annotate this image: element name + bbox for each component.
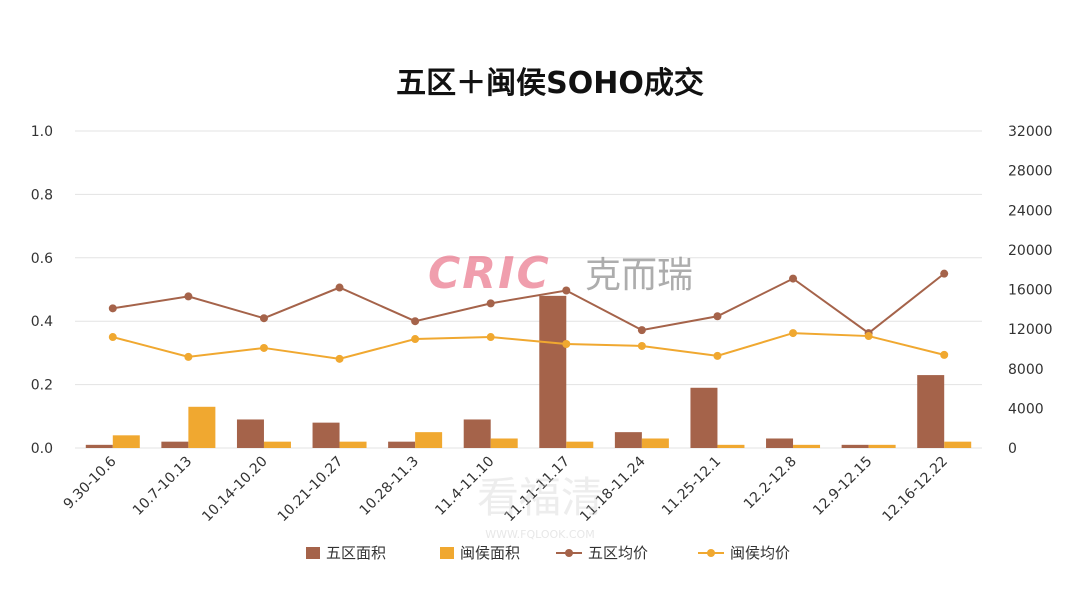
line-point bbox=[335, 283, 344, 292]
gridlines bbox=[75, 130, 982, 449]
line-point bbox=[713, 312, 722, 321]
line-point bbox=[411, 335, 420, 344]
cric-logo-text: CRIC bbox=[428, 248, 551, 299]
line-point bbox=[486, 299, 495, 308]
x-tick-label: 10.28-11.3 bbox=[357, 454, 422, 519]
x-tick-label: 10.21-10.27 bbox=[275, 454, 347, 526]
bar bbox=[944, 441, 972, 448]
bar bbox=[614, 432, 642, 448]
legend-label: 五区均价 bbox=[588, 544, 648, 562]
bar bbox=[388, 441, 416, 448]
bar bbox=[490, 438, 518, 448]
line-point bbox=[108, 304, 117, 313]
left-tick-label: 0.6 bbox=[31, 251, 53, 267]
bar bbox=[415, 432, 443, 448]
x-tick-label: 11.25-12.1 bbox=[659, 454, 724, 519]
line-point bbox=[940, 269, 949, 278]
bar bbox=[539, 295, 567, 448]
line-point bbox=[637, 341, 646, 350]
line-point bbox=[335, 354, 344, 363]
bar-series bbox=[85, 295, 972, 448]
x-tick-label: 12.2-12.8 bbox=[741, 454, 800, 513]
bar bbox=[161, 441, 189, 448]
right-tick-label: 16000 bbox=[1008, 283, 1053, 299]
line-series-path bbox=[112, 332, 945, 360]
line-series bbox=[108, 269, 949, 363]
right-tick-label: 0 bbox=[1008, 441, 1017, 457]
line-point bbox=[108, 333, 117, 342]
right-tick-label: 24000 bbox=[1008, 203, 1053, 219]
bar bbox=[312, 422, 340, 448]
line-point bbox=[562, 339, 571, 348]
chart-title: 五区＋闽侯SOHO成交 bbox=[396, 66, 704, 101]
legend-label: 五区面积 bbox=[326, 544, 386, 562]
left-tick-label: 1.0 bbox=[31, 124, 53, 140]
site-watermark: 看福清 WWW.FQLOOK.COM bbox=[477, 473, 603, 541]
line-point bbox=[637, 326, 646, 335]
x-tick-label: 9.30-10.6 bbox=[61, 453, 120, 512]
left-tick-label: 0.4 bbox=[31, 314, 53, 330]
line-point bbox=[713, 351, 722, 360]
bar bbox=[188, 406, 216, 448]
x-tick-label: 10.7-10.13 bbox=[130, 454, 195, 519]
legend-marker bbox=[565, 549, 573, 557]
line-point bbox=[259, 314, 268, 323]
line-point bbox=[486, 333, 495, 342]
right-tick-label: 32000 bbox=[1008, 124, 1053, 140]
x-tick-label: 12.16-12.22 bbox=[879, 454, 951, 526]
line-point bbox=[184, 352, 193, 361]
bar bbox=[717, 444, 745, 448]
bar bbox=[793, 444, 821, 448]
legend-swatch bbox=[306, 547, 320, 559]
bar bbox=[641, 438, 669, 448]
line-point bbox=[940, 350, 949, 359]
line-point bbox=[259, 343, 268, 352]
cric-logo-cn: 克而瑞 bbox=[585, 255, 693, 296]
site-watermark-url: WWW.FQLOOK.COM bbox=[485, 528, 594, 541]
line-point bbox=[184, 292, 193, 301]
x-tick-label: 10.14-10.20 bbox=[199, 454, 271, 526]
bar bbox=[263, 441, 291, 448]
legend: 五区面积 闽侯面积 五区均价 闽侯均价 bbox=[306, 544, 790, 562]
site-watermark-cn: 看福清 bbox=[477, 473, 603, 522]
x-tick-label: 12.9-12.15 bbox=[810, 454, 875, 519]
legend-marker bbox=[707, 549, 715, 557]
left-tick-label: 0.2 bbox=[31, 378, 53, 394]
legend-label: 闽侯面积 bbox=[460, 544, 520, 562]
line-point bbox=[789, 274, 798, 283]
line-point bbox=[864, 332, 873, 341]
line-point bbox=[789, 329, 798, 338]
line-series-path bbox=[112, 272, 945, 335]
bar bbox=[766, 438, 794, 448]
legend-swatch bbox=[440, 547, 454, 559]
right-tick-label: 12000 bbox=[1008, 322, 1053, 338]
bar bbox=[566, 441, 594, 448]
bar bbox=[868, 444, 896, 448]
line-point bbox=[411, 317, 420, 326]
bar bbox=[463, 419, 491, 448]
right-tick-label: 4000 bbox=[1008, 401, 1044, 417]
right-axis: 0 4000 8000 12000 16000 20000 24000 28000 32000 bbox=[1008, 124, 1053, 457]
bar bbox=[85, 444, 113, 448]
legend-label: 闽侯均价 bbox=[730, 544, 790, 562]
cric-watermark: CRIC 克而瑞 bbox=[428, 248, 693, 299]
right-tick-label: 28000 bbox=[1008, 164, 1053, 180]
left-axis: 0.0 0.2 0.4 0.6 0.8 1.0 bbox=[31, 124, 53, 457]
line-point bbox=[562, 286, 571, 295]
left-tick-label: 0.8 bbox=[31, 187, 53, 203]
bar bbox=[236, 419, 264, 448]
bar bbox=[112, 435, 140, 448]
bar bbox=[917, 375, 945, 448]
right-tick-label: 20000 bbox=[1008, 243, 1053, 259]
right-tick-label: 8000 bbox=[1008, 362, 1044, 378]
bar bbox=[841, 444, 869, 448]
left-tick-label: 0.0 bbox=[31, 441, 53, 457]
bar bbox=[339, 441, 367, 448]
bar bbox=[690, 387, 718, 448]
